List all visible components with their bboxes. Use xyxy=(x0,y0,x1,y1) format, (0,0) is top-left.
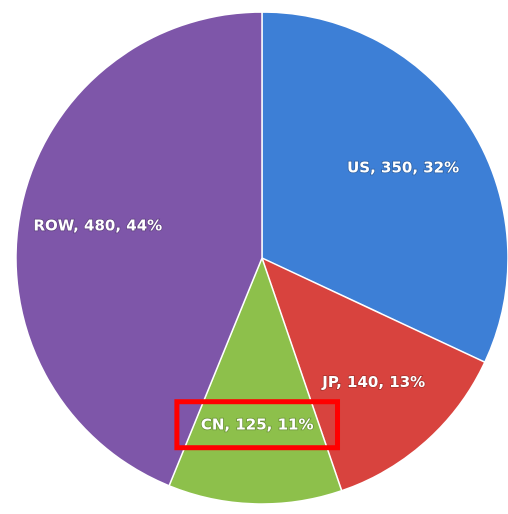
slice-label: ROW, 480, 44% xyxy=(34,216,163,234)
pie-slice xyxy=(168,255,343,505)
pie-slice xyxy=(260,256,486,492)
pie xyxy=(15,11,508,505)
highlight-box xyxy=(174,399,341,451)
labels: US, 350, 32% JP, 140, 13% CN, 125, 11% ROW,… xyxy=(33,158,460,435)
pie-slice xyxy=(15,11,263,487)
pie-slice xyxy=(261,11,508,364)
slice-label: US, 350, 32% xyxy=(347,159,459,177)
slice-label: JP, 140, 13% xyxy=(321,373,425,391)
slice-label: CN, 125, 11% xyxy=(201,416,314,434)
